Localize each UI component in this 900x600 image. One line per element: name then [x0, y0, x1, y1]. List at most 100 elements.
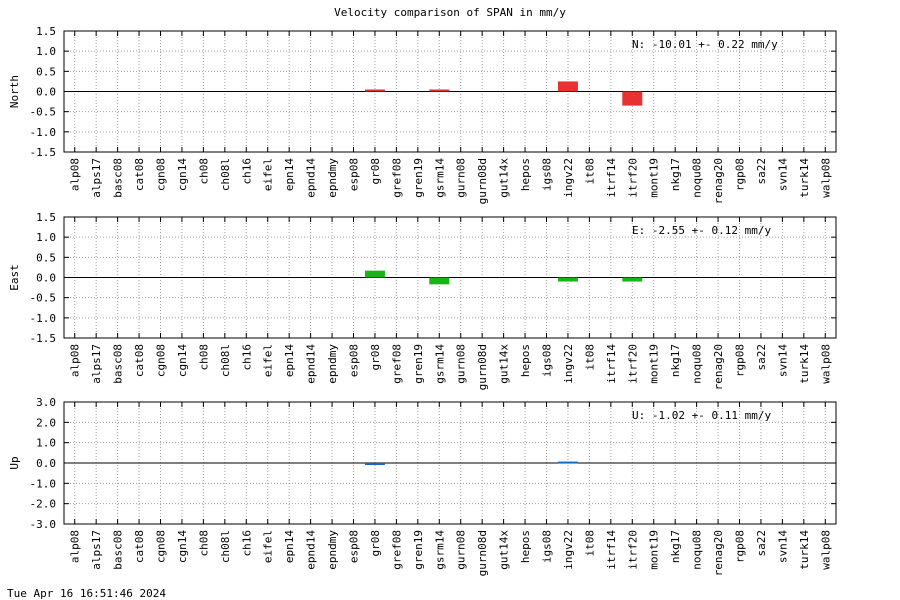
x-tick-label: eifel — [262, 344, 275, 377]
x-tick-label: walp08 — [819, 158, 832, 198]
x-tick-label: gsrm14 — [433, 530, 446, 570]
x-tick-label: hepos — [519, 158, 532, 191]
x-tick-label: alps17 — [90, 158, 103, 198]
x-tick-label: alps17 — [90, 530, 103, 570]
x-tick-label: sa22 — [755, 158, 768, 185]
y-tick-label: -1.5 — [30, 332, 57, 345]
x-tick-label: basc08 — [112, 530, 125, 570]
x-tick-label: walp08 — [819, 530, 832, 570]
x-tick-label: nkg17 — [669, 158, 682, 191]
x-tick-label: sa22 — [755, 530, 768, 557]
x-tick-label: hepos — [519, 530, 532, 563]
x-tick-label: epnd14 — [305, 158, 318, 198]
bar-itrf20 — [622, 91, 643, 106]
x-tick-label: gsrm14 — [433, 158, 446, 198]
x-tick-label: igs08 — [541, 530, 554, 563]
x-tick-label: cat08 — [133, 530, 146, 563]
x-tick-label: it08 — [583, 530, 596, 557]
x-tick-label: mont19 — [648, 158, 661, 198]
y-tick-label: -1.0 — [30, 126, 57, 139]
x-tick-label: cgn08 — [155, 530, 168, 563]
chart-panel-east: 1.5 1.0 0.5 0.0 -0.5 -1.0 -1.5 alp08 alps17 basc0… — [8, 211, 837, 390]
x-tick-label: ch08 — [197, 530, 210, 557]
x-tick-label: esp08 — [348, 530, 361, 563]
x-tick-label: igs08 — [541, 344, 554, 377]
x-tick-label: cgn14 — [176, 344, 189, 377]
x-tick-label: svn14 — [776, 530, 789, 563]
y-tick-label: 0.0 — [36, 457, 56, 470]
x-tick-label: gut14x — [498, 530, 511, 570]
x-tick-label: eifel — [262, 158, 275, 191]
x-tick-label: gren19 — [412, 344, 425, 384]
x-tick-label: gurn08d — [476, 530, 489, 576]
y-tick-label: 1.5 — [36, 25, 56, 38]
x-tick-label: mont19 — [648, 344, 661, 384]
x-tick-label: cat08 — [133, 344, 146, 377]
x-tick-label: esp08 — [348, 344, 361, 377]
x-tick-label: basc08 — [112, 158, 125, 198]
x-tick-label: ch16 — [240, 158, 253, 185]
x-tick-label: nkg17 — [669, 530, 682, 563]
y-tick-label: 0.0 — [36, 86, 56, 99]
y-tick-label: -1.0 — [30, 312, 57, 325]
x-tick-label: ch08l — [219, 344, 232, 377]
x-tick-label: gurn08d — [476, 158, 489, 204]
x-tick-label: nkg17 — [669, 344, 682, 377]
x-tick-label: walp08 — [819, 344, 832, 384]
page-title: Velocity comparison of SPAN in mm/y — [334, 6, 566, 19]
chart-panel-up: 3.0 2.0 1.0 0.0 -1.0 -2.0 -3.0 alp08 alps17 basc0… — [8, 396, 837, 576]
x-tick-label: epndmy — [326, 344, 339, 384]
x-tick-label: gref08 — [390, 530, 403, 570]
y-tick-label: 1.0 — [36, 45, 56, 58]
x-tick-label: sa22 — [755, 344, 768, 371]
x-tick-label: cgn14 — [176, 530, 189, 563]
x-tick-label: noqu08 — [691, 530, 704, 570]
x-tick-label: epn14 — [283, 344, 296, 377]
x-tick-label: renag20 — [712, 530, 725, 576]
x-tick-label: ch08 — [197, 344, 210, 371]
x-tick-label: gut14x — [498, 344, 511, 384]
x-tick-label: rgp08 — [734, 158, 747, 191]
x-tick-label: ch16 — [240, 530, 253, 557]
y-tick-label: 1.0 — [36, 231, 56, 244]
x-tick-label: epnd14 — [305, 530, 318, 570]
x-tick-label: svn14 — [776, 344, 789, 377]
x-tick-label: itrf20 — [626, 530, 639, 570]
bar-ingv22 — [557, 81, 578, 92]
x-tick-label: ch08 — [197, 158, 210, 185]
x-tick-label: rgp08 — [734, 530, 747, 563]
x-tick-label: gren19 — [412, 158, 425, 198]
x-tick-label: ingv22 — [562, 158, 575, 198]
y-tick-label: -2.0 — [30, 498, 57, 511]
x-tick-label: basc08 — [112, 344, 125, 384]
y-axis-label: East — [8, 264, 21, 291]
bar-ingv22 — [557, 461, 578, 464]
y-tick-label: 0.5 — [36, 251, 56, 264]
y-axis-label: North — [8, 75, 21, 108]
x-tick-label: itrf14 — [605, 530, 618, 570]
x-tick-label: esp08 — [348, 158, 361, 191]
x-tick-label: gr08 — [369, 344, 382, 371]
x-tick-label: itrf20 — [626, 158, 639, 198]
chart-panel-north: 1.5 1.0 0.5 0.0 -0.5 -1.0 -1.5 alp08 alps17 basc0… — [8, 25, 837, 204]
bar-gsrm14 — [429, 277, 450, 285]
y-tick-label: 0.0 — [36, 272, 56, 285]
x-tick-label: alp08 — [69, 158, 82, 191]
y-axis-label: Up — [8, 456, 21, 469]
x-tick-label: alp08 — [69, 344, 82, 377]
x-tick-label: alps17 — [90, 344, 103, 384]
x-tick-label: ch16 — [240, 344, 253, 371]
plot-frame — [63, 30, 837, 153]
x-tick-label: epndmy — [326, 158, 339, 198]
y-tick-label: 1.0 — [36, 437, 56, 450]
x-tick-label: cgn14 — [176, 158, 189, 191]
x-tick-label: ingv22 — [562, 530, 575, 570]
annotation-label: N: -10.01 +- 0.22 mm/y — [632, 38, 778, 51]
x-tick-label: turk14 — [798, 530, 811, 570]
x-tick-label: it08 — [583, 158, 596, 185]
x-tick-label: epnd14 — [305, 344, 318, 384]
x-tick-label: itrf14 — [605, 158, 618, 198]
x-tick-label: igs08 — [541, 158, 554, 191]
x-tick-label: gr08 — [369, 158, 382, 185]
